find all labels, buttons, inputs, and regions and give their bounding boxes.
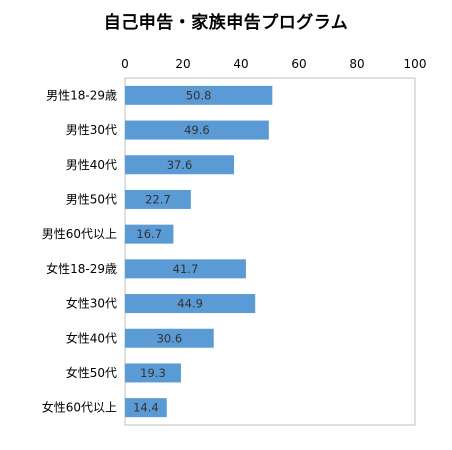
- category-label: 女性40代: [66, 330, 117, 345]
- bar: [125, 363, 181, 383]
- data-label: 19.3: [140, 366, 166, 380]
- bar: [125, 189, 191, 209]
- plot-area: [124, 77, 416, 426]
- category-label: 男性18-29歳: [46, 88, 117, 102]
- x-tick-label: 80: [349, 57, 364, 71]
- data-label: 44.9: [177, 297, 203, 311]
- x-tick-label: 0: [121, 57, 129, 71]
- data-label: 14.4: [133, 401, 159, 415]
- bar: [125, 398, 167, 418]
- data-label: 50.8: [186, 88, 212, 102]
- bar: [125, 328, 214, 348]
- category-label: 女性30代: [66, 296, 117, 311]
- category-label: 男性40代: [66, 158, 117, 172]
- x-tick-label: 40: [233, 57, 248, 71]
- bar: [125, 155, 235, 175]
- bar: [125, 259, 246, 279]
- bar: [125, 85, 273, 105]
- category-label: 男性50代: [66, 192, 117, 206]
- plot-border: [124, 77, 416, 426]
- category-label: 男性30代: [66, 123, 117, 137]
- chart-title: 自己申告・家族申告プログラム: [103, 13, 349, 33]
- data-labels: 50.8 49.6 37.6 22.7 16.7 41.7 44.9 30.6 19.3 14.4: [133, 88, 211, 414]
- category-label: 女性50代: [66, 365, 117, 380]
- category-labels: 男性18-29歳男性30代男性40代男性50代男性60代以上女性18-29歳女性…: [42, 88, 117, 414]
- data-label: 49.6: [184, 123, 210, 137]
- data-label: 37.6: [167, 158, 193, 172]
- data-label: 41.7: [173, 262, 199, 276]
- x-tick-label: 100: [404, 57, 427, 71]
- category-label: 男性60代以上: [42, 227, 117, 241]
- x-axis-ticks: 0 20 40 60 80 100: [121, 57, 426, 71]
- x-tick-label: 60: [291, 57, 306, 71]
- data-label: 22.7: [145, 192, 171, 206]
- data-label: 16.7: [136, 227, 162, 241]
- bar: [125, 294, 256, 314]
- bar: [125, 120, 269, 140]
- category-label: 女性60代以上: [42, 400, 117, 415]
- category-label: 女性18-29歳: [46, 261, 117, 276]
- data-label: 30.6: [157, 331, 183, 345]
- x-tick-label: 20: [175, 57, 190, 71]
- bars: [125, 85, 273, 418]
- bar: [125, 224, 174, 244]
